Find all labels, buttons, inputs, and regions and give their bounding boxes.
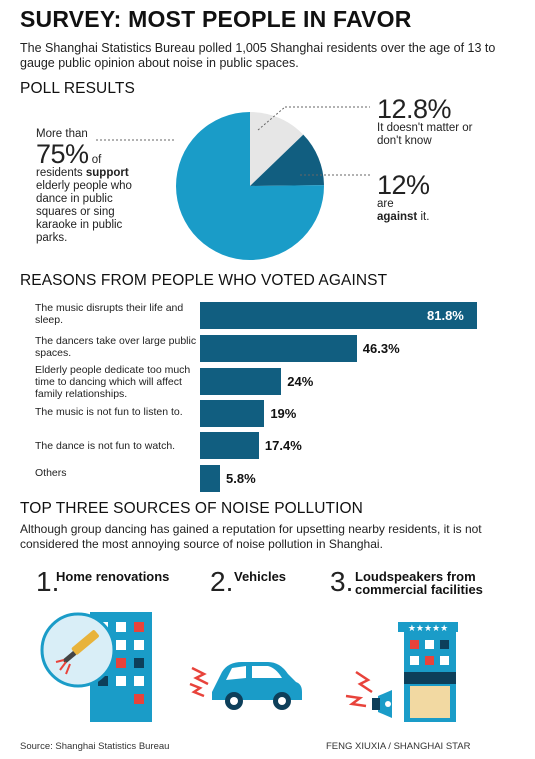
noise-illustrations: ★★★★★	[40, 612, 458, 722]
dontcare-pct: 12.8%	[377, 94, 452, 124]
page-title: SURVEY: MOST PEOPLE IN FAVOR	[20, 6, 412, 32]
bar-category-label: Others	[35, 467, 67, 479]
poll-heading: POLL RESULTS	[20, 80, 135, 97]
pie-leader-lines	[96, 106, 370, 176]
bar-category-label: The dancers take over large public space…	[35, 335, 197, 359]
pie-slice-support	[176, 112, 325, 260]
svg-text:★★★★★: ★★★★★	[408, 624, 448, 634]
bar-category-label: Elderly people dedicate too much time to…	[35, 364, 191, 400]
bar-category-label: The dance is not fun to watch.	[35, 440, 176, 452]
dontcare-leader-line-a	[257, 106, 286, 131]
bar	[200, 465, 220, 492]
against-annotation: 12% are against it.	[377, 172, 487, 224]
support-rest: elderly people who dance in public squar…	[36, 180, 132, 244]
dontcare-text: It doesn't matter or don't know	[377, 122, 473, 147]
noise-heading: TOP THREE SOURCES OF NOISE POLLUTION	[20, 500, 363, 517]
support-residents: residents	[36, 167, 83, 179]
bar	[200, 368, 282, 395]
source-1-number: 1.	[36, 566, 60, 597]
author-credit: FENG XIUXIA / SHANGHAI STAR	[326, 741, 471, 752]
support-pre: More than	[36, 128, 88, 140]
dontcare-annotation: 12.8% It doesn't matter or don't know	[377, 96, 487, 148]
bar-category-label: The music is not fun to listen to.	[35, 406, 183, 418]
bar-value-label: 17.4%	[264, 438, 302, 453]
source-2-label: Vehicles	[234, 569, 287, 584]
bar	[200, 302, 477, 329]
bar	[200, 400, 265, 427]
bar	[200, 432, 259, 459]
reasons-heading: REASONS FROM PEOPLE WHO VOTED AGAINST	[20, 272, 388, 289]
noise-intro-text: Although group dancing has gained a repu…	[20, 522, 482, 551]
bar-value-label: 5.8%	[226, 471, 256, 486]
support-pct: 75%	[36, 139, 89, 169]
against-are: are	[377, 198, 394, 210]
loudspeaker-store-icon: ★★★★★	[345, 622, 458, 722]
pie-slice-against	[250, 134, 324, 186]
poll-pie-chart	[96, 106, 370, 260]
building-drill-icon	[40, 612, 152, 722]
support-annotation: More than 75% of residents support elder…	[36, 128, 148, 245]
bar-category-label: The music disrupts their life and sleep.	[35, 302, 184, 326]
bar-value-label: 46.3%	[362, 341, 400, 356]
bar-value-label: 19%	[270, 406, 297, 421]
support-word: support	[85, 167, 129, 179]
against-rest: it.	[420, 211, 430, 223]
support-of: of	[91, 154, 102, 166]
source-2-number: 2.	[210, 566, 234, 597]
bar-value-label: 81.8%	[427, 308, 464, 323]
bar-value-label: 24%	[287, 374, 314, 389]
source-3-number: 3.	[330, 566, 354, 597]
pie-slice-dontcare	[250, 112, 304, 186]
source-credit: Source: Shanghai Statistics Bureau	[20, 741, 170, 752]
against-pct: 12%	[377, 170, 430, 200]
car-icon	[189, 662, 302, 710]
against-word: against	[377, 211, 418, 223]
bar	[200, 335, 357, 362]
source-1-label: Home renovations	[56, 569, 170, 584]
source-3-label: Loudspeakers from commercial facilities	[355, 569, 483, 597]
intro-text: The Shanghai Statistics Bureau polled 1,…	[20, 41, 496, 70]
